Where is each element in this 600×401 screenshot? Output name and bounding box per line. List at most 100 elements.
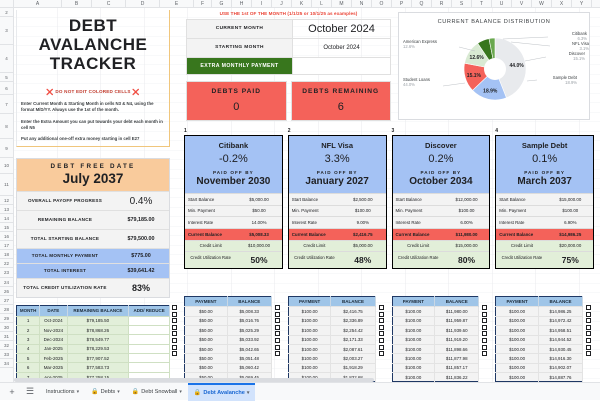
row-header-31[interactable]: 31 (0, 332, 13, 341)
checkbox[interactable] (482, 344, 488, 350)
checkbox[interactable] (482, 311, 488, 317)
column-header-X[interactable]: X (552, 0, 572, 7)
row-header-5[interactable]: 5 (0, 73, 13, 82)
chevron-down-icon[interactable]: ▾ (117, 388, 120, 395)
checkbox[interactable] (172, 344, 177, 350)
column-header-Z[interactable]: Z (592, 0, 600, 7)
column-header-O[interactable]: O (372, 0, 392, 7)
checkbox[interactable] (274, 337, 280, 343)
column-header-U[interactable]: U (492, 0, 512, 7)
column-header-R[interactable]: R (432, 0, 452, 7)
chevron-down-icon[interactable]: ▾ (246, 389, 250, 396)
left-checkbox-column[interactable] (172, 305, 177, 357)
checkbox[interactable] (172, 305, 177, 310)
checkbox[interactable] (172, 324, 177, 330)
balance-distribution-chart[interactable]: CURRENT BALANCE DISTRIBUTION 44.0% 18.9% 1… (398, 12, 590, 120)
row-header-2[interactable]: 2 (0, 8, 13, 17)
checkbox[interactable] (378, 351, 384, 357)
select-all-corner[interactable] (0, 0, 14, 7)
column-header-P[interactable]: P (392, 0, 412, 7)
add-sheet-icon[interactable]: + (9, 386, 15, 397)
checkbox[interactable] (274, 318, 280, 324)
checkbox[interactable] (378, 337, 384, 343)
horizontal-scrollbar[interactable] (14, 378, 594, 382)
schedule-adjust[interactable] (128, 324, 170, 335)
extra-payment-input[interactable] (293, 58, 390, 74)
row-header-26[interactable]: 26 (0, 287, 13, 296)
checkbox[interactable] (378, 318, 384, 324)
column-header-K[interactable]: K (292, 0, 312, 7)
checkbox[interactable] (172, 337, 177, 343)
row-header-9[interactable]: 9 (0, 139, 13, 158)
row-header-6[interactable]: 6 (0, 82, 13, 95)
starting-month-input[interactable]: October 2024 (323, 45, 360, 51)
column-header-I[interactable]: I (252, 0, 272, 7)
checkbox[interactable] (172, 331, 177, 337)
row-header-16[interactable]: 16 (0, 232, 13, 241)
row-header-15[interactable]: 15 (0, 223, 13, 232)
checkbox[interactable] (172, 318, 177, 324)
sheet-tab-debt-snowball[interactable]: 🔒 Debt Snowball ▾ (126, 383, 188, 401)
row-header-28[interactable]: 28 (0, 305, 13, 314)
row-header-13[interactable]: 13 (0, 205, 13, 214)
column-header-Y[interactable]: Y (572, 0, 592, 7)
row-header-14[interactable]: 14 (0, 214, 13, 223)
checkbox[interactable] (586, 331, 591, 337)
checkbox[interactable] (482, 324, 488, 330)
checkbox[interactable] (274, 351, 280, 357)
schedule-adjust[interactable] (128, 334, 170, 345)
checkbox[interactable] (586, 344, 591, 350)
schedule-adjust[interactable] (128, 343, 170, 354)
row-header-24[interactable]: 24 (0, 278, 13, 287)
column-header-D[interactable]: D (126, 0, 160, 7)
column-header-L[interactable]: L (312, 0, 332, 7)
payment-checkbox-column[interactable] (376, 296, 387, 382)
schedule-adjust[interactable] (128, 362, 170, 373)
checkbox[interactable] (378, 324, 384, 330)
checkbox[interactable] (482, 351, 488, 357)
chevron-down-icon[interactable]: ▾ (179, 388, 182, 395)
checkbox[interactable] (586, 305, 591, 310)
column-header-G[interactable]: G (212, 0, 232, 7)
payment-checkbox-column[interactable] (583, 296, 594, 382)
payment-checkbox-column[interactable] (272, 296, 283, 382)
row-header-34[interactable]: 34 (0, 359, 13, 368)
column-header-V[interactable]: V (512, 0, 532, 7)
checkbox[interactable] (172, 311, 177, 317)
column-header-A[interactable]: A (14, 0, 62, 7)
row-header-32[interactable]: 32 (0, 341, 13, 350)
checkbox[interactable] (378, 344, 384, 350)
row-header-4[interactable]: 4 (0, 45, 13, 73)
checkbox[interactable] (482, 337, 488, 343)
schedule-adjust[interactable] (128, 371, 170, 382)
chevron-down-icon[interactable]: ▾ (76, 388, 80, 395)
checkbox[interactable] (482, 318, 488, 324)
row-header-10[interactable]: 10 (0, 158, 13, 174)
column-header-B[interactable]: B (62, 0, 92, 7)
row-header-7[interactable]: 7 (0, 95, 13, 114)
checkbox[interactable] (378, 311, 384, 317)
checkbox[interactable] (378, 305, 384, 310)
row-header-30[interactable]: 30 (0, 323, 13, 332)
checkbox[interactable] (586, 318, 591, 324)
checkbox[interactable] (274, 311, 280, 317)
checkbox[interactable] (172, 351, 177, 357)
payment-checkbox-column[interactable] (479, 296, 490, 382)
column-header-J[interactable]: J (272, 0, 292, 7)
column-header-C[interactable]: C (92, 0, 126, 7)
checkbox[interactable] (482, 331, 488, 337)
checkbox[interactable] (586, 337, 591, 343)
all-sheets-menu-icon[interactable]: ☰ (25, 386, 35, 396)
row-header-23[interactable]: 23 (0, 268, 13, 278)
checkbox[interactable] (274, 344, 280, 350)
checkbox[interactable] (586, 311, 591, 317)
column-header-Q[interactable]: Q (412, 0, 432, 7)
checkbox[interactable] (274, 331, 280, 337)
schedule-adjust[interactable] (128, 353, 170, 363)
column-header-F[interactable]: F (194, 0, 212, 7)
row-header-8[interactable]: 8 (0, 114, 13, 139)
checkbox[interactable] (586, 351, 591, 357)
checkbox[interactable] (274, 324, 280, 330)
row-header-11[interactable]: 11 (0, 174, 13, 196)
row-header-3[interactable]: 3 (0, 17, 13, 45)
